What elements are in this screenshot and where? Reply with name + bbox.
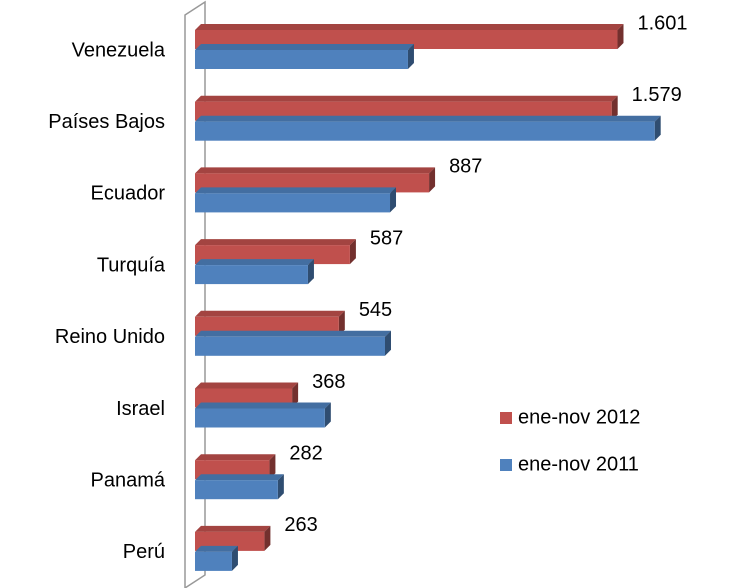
bar-top	[195, 402, 331, 409]
bar-side	[264, 525, 271, 551]
bar	[195, 193, 391, 213]
bar-top	[195, 259, 314, 266]
bar-top	[195, 115, 661, 122]
bar-top	[195, 545, 238, 552]
bar-side	[231, 545, 238, 571]
bar-side	[277, 474, 284, 500]
bar-side	[269, 454, 276, 480]
y-tick-label: Reino Unido	[55, 326, 165, 348]
bar-side	[390, 187, 397, 213]
bar-top	[195, 95, 618, 102]
value-label: 887	[449, 156, 482, 178]
value-label: 1.579	[632, 84, 682, 106]
bar-top	[195, 167, 436, 174]
bar-side	[307, 259, 314, 285]
value-label: 587	[370, 227, 403, 249]
bar-top	[195, 525, 271, 532]
value-label: 545	[359, 299, 392, 321]
bar	[195, 121, 655, 141]
bar-side	[407, 44, 414, 69]
axis-wall	[184, 0, 206, 588]
bar-top	[195, 310, 345, 317]
bar-top	[195, 239, 356, 246]
bar-side	[324, 402, 331, 428]
y-tick-label: Ecuador	[91, 183, 166, 205]
value-label: 368	[312, 371, 345, 393]
bar-top	[195, 330, 391, 337]
value-label: 282	[289, 442, 322, 464]
bar	[195, 265, 308, 285]
value-label: 1.601	[637, 12, 687, 34]
bar	[195, 480, 278, 500]
bar-top	[195, 24, 624, 30]
bar-top	[195, 474, 284, 481]
y-tick-label: Perú	[123, 541, 165, 563]
bar-side	[611, 95, 618, 121]
value-label: 263	[284, 514, 317, 536]
y-tick-label: Venezuela	[72, 39, 166, 61]
bar-top	[195, 44, 414, 50]
bar-side	[429, 167, 436, 193]
y-tick-label: Israel	[116, 398, 165, 420]
legend-swatch	[500, 459, 512, 471]
bar-side	[349, 239, 356, 265]
legend-swatch	[500, 412, 512, 424]
bar	[195, 50, 408, 69]
bar-side	[385, 330, 391, 356]
bar-side	[338, 310, 345, 336]
bar-side	[617, 24, 624, 49]
bar	[195, 408, 325, 428]
bar-side	[292, 382, 299, 408]
bar-top	[195, 187, 397, 194]
bar-top	[195, 454, 276, 461]
bar	[195, 551, 232, 571]
legend-label: ene-nov 2011	[518, 453, 639, 475]
bar	[195, 336, 385, 356]
bar-top	[195, 382, 299, 389]
legend-label: ene-nov 2012	[518, 406, 640, 428]
y-tick-label: Turquía	[97, 254, 166, 276]
y-tick-label: Países Bajos	[48, 111, 165, 133]
y-tick-label: Panamá	[91, 469, 166, 491]
bar-side	[654, 115, 661, 141]
